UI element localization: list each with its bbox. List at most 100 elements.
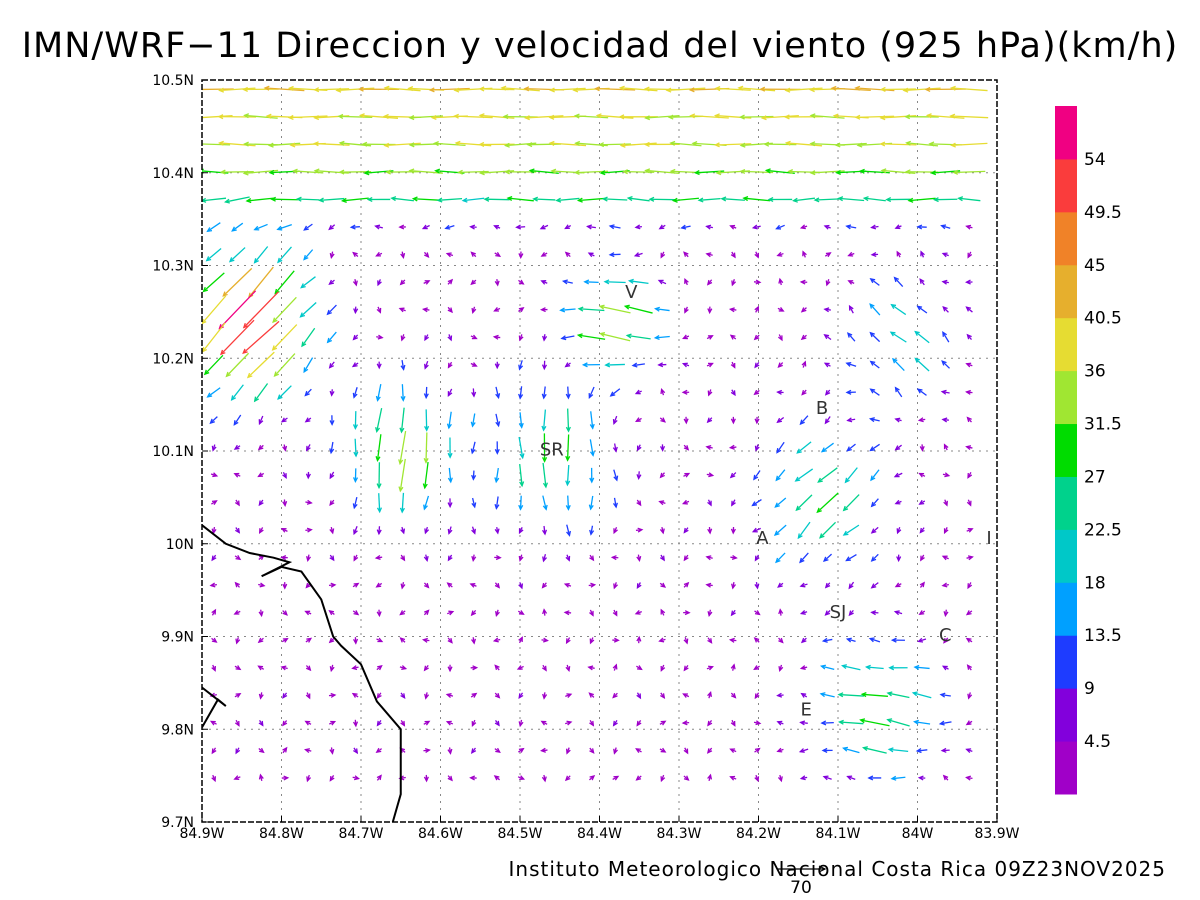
wind-vector xyxy=(660,774,666,783)
wind-vector xyxy=(470,251,477,258)
wind-vector xyxy=(447,306,453,314)
wind-vector xyxy=(423,554,429,562)
wind-vector xyxy=(428,87,470,93)
x-tick-label: 84W xyxy=(902,826,934,842)
wind-vector xyxy=(398,430,407,466)
wind-vector xyxy=(272,296,297,324)
wind-vector xyxy=(819,692,835,698)
wind-vector xyxy=(445,720,454,726)
colorbar-label: 18 xyxy=(1084,573,1106,593)
wind-vector xyxy=(305,499,313,505)
wind-vector xyxy=(797,521,811,540)
wind-vector xyxy=(918,610,926,616)
wind-vector xyxy=(447,361,453,369)
wind-vector xyxy=(612,692,618,699)
wind-vector xyxy=(754,554,760,562)
colorbar-swatch xyxy=(1055,635,1077,689)
wind-vector xyxy=(257,665,265,671)
wind-vector xyxy=(423,386,429,400)
wind-vector xyxy=(707,720,713,727)
wind-vector xyxy=(595,113,634,119)
wind-vector xyxy=(774,497,787,508)
wind-vector xyxy=(636,554,642,562)
wind-vector xyxy=(423,582,430,589)
wind-vector xyxy=(519,464,525,488)
wind-vector xyxy=(730,416,736,425)
wind-vector xyxy=(798,748,809,753)
wind-vector xyxy=(400,692,406,699)
wind-vector xyxy=(253,223,268,231)
wind-vector xyxy=(612,443,618,453)
station-label: SR xyxy=(540,440,564,461)
wind-vector xyxy=(737,85,776,92)
grid-lines xyxy=(202,80,997,822)
wind-vector xyxy=(949,85,988,92)
wind-vector xyxy=(869,303,881,316)
wind-vector xyxy=(730,251,736,259)
wind-vector xyxy=(376,526,382,536)
wind-vector xyxy=(518,360,524,371)
wind-vector xyxy=(658,637,666,643)
station-label: C xyxy=(939,625,952,646)
wind-vector xyxy=(400,582,406,590)
wind-vector xyxy=(754,251,760,259)
wind-vector xyxy=(778,608,784,616)
wind-vector xyxy=(447,554,453,562)
wind-vector xyxy=(916,305,928,314)
wind-vector xyxy=(707,773,713,782)
wind-vector xyxy=(965,610,973,616)
wind-vector xyxy=(399,637,406,643)
wind-vector xyxy=(563,582,572,588)
wind-vector xyxy=(494,279,500,287)
station-labels: V SR B A I SJ C E xyxy=(540,282,992,720)
wind-vector xyxy=(918,499,926,505)
wind-vector xyxy=(965,720,973,726)
wind-vector xyxy=(399,279,406,286)
wind-vector xyxy=(328,609,335,616)
wind-vector xyxy=(304,720,312,726)
colorbar-swatch xyxy=(1055,423,1077,477)
station-label: V xyxy=(625,282,638,303)
wind-vector xyxy=(648,196,676,202)
wind-vector xyxy=(366,196,391,203)
wind-vector xyxy=(494,496,500,510)
wind-vector xyxy=(257,472,265,478)
wind-vector xyxy=(730,663,736,671)
wind-vector xyxy=(824,610,831,616)
wind-vector xyxy=(706,472,715,478)
wind-vector xyxy=(846,417,856,423)
wind-vector xyxy=(613,582,618,590)
wind-vector xyxy=(220,319,255,356)
wind-vector xyxy=(470,413,476,428)
wind-vector xyxy=(211,526,217,535)
wind-vector xyxy=(205,248,222,262)
wind-vector xyxy=(299,302,317,318)
wind-vector xyxy=(604,362,625,368)
wind-vector xyxy=(917,637,927,643)
wind-vector xyxy=(400,554,406,562)
colorbar-swatch xyxy=(1055,741,1077,795)
wind-vector xyxy=(565,747,571,755)
wind-vector xyxy=(560,335,575,341)
wind-vector xyxy=(845,389,856,395)
wind-vector xyxy=(869,388,880,396)
wind-vector xyxy=(870,610,879,616)
wind-vector xyxy=(280,555,288,561)
wind-vector xyxy=(218,87,256,93)
wind-vector xyxy=(706,665,714,671)
wind-vector xyxy=(619,142,657,148)
wind-vector xyxy=(683,527,689,534)
wind-vector xyxy=(870,498,879,508)
wind-vector xyxy=(478,113,515,119)
wind-vector xyxy=(234,555,242,561)
wind-vector xyxy=(720,196,745,202)
wind-vector xyxy=(773,524,787,536)
wind-vector xyxy=(329,747,335,755)
wind-vector xyxy=(209,720,217,726)
wind-vector xyxy=(228,247,246,263)
wind-vector xyxy=(837,196,865,202)
wind-vector xyxy=(824,389,831,396)
wind-vector xyxy=(258,609,264,618)
wind-vector xyxy=(588,692,595,698)
wind-vector xyxy=(565,386,571,400)
